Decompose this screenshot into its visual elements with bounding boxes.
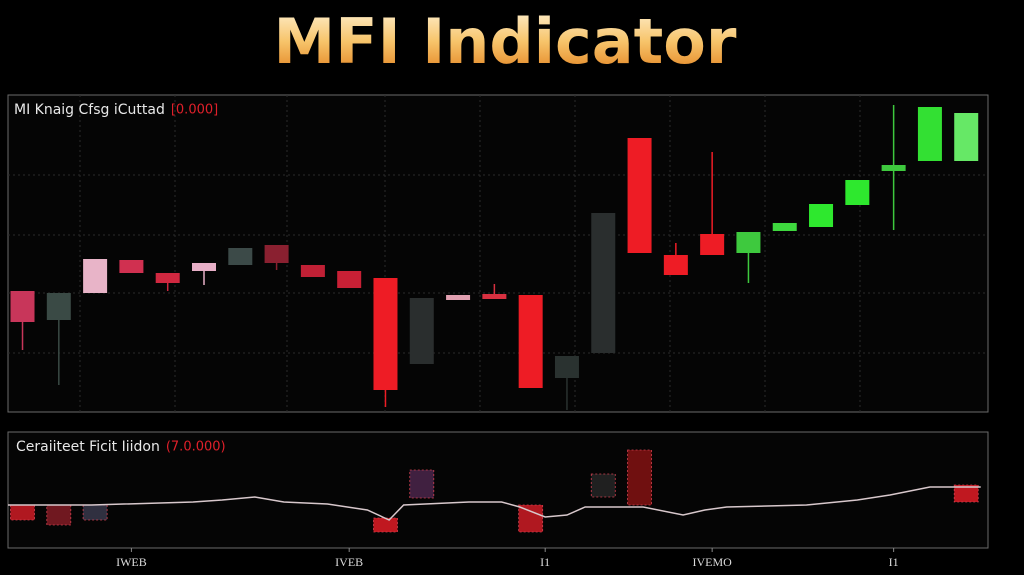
mfi-bar: [373, 517, 398, 533]
candle-body: [228, 248, 253, 265]
mfi-bar: [627, 449, 652, 506]
mfi-bar: [953, 484, 979, 503]
candle-body: [627, 138, 652, 253]
mfi-bar: [518, 504, 544, 533]
x-tick-label: IWEB: [116, 555, 147, 569]
panel-value: [0.000]: [171, 103, 218, 118]
candle-body: [554, 356, 579, 378]
candle-body: [954, 113, 979, 161]
candle-body: [518, 295, 543, 388]
x-tick-label: IVEMO: [692, 555, 732, 569]
mfi-bar: [590, 473, 616, 498]
candle-body: [591, 213, 616, 353]
mfi-line: [8, 486, 981, 521]
panel-label: Ceraiiteet Ficit Iiidon: [16, 439, 160, 455]
mfi-bar: [46, 504, 72, 526]
candle-body: [663, 255, 688, 275]
candle-body: [772, 223, 797, 231]
candle-body: [409, 298, 434, 364]
price-panel: [7, 94, 989, 413]
candle-body: [700, 234, 725, 255]
candle-body: [337, 271, 362, 288]
chart-title: MFI Indicator: [274, 5, 737, 78]
panel-label: MI Knaig Cfsg iCuttad: [14, 102, 165, 118]
mfi-bar: [82, 504, 108, 521]
candle-body: [300, 265, 325, 277]
candle-body: [482, 294, 507, 299]
candle-body: [446, 295, 471, 300]
candle-body: [845, 180, 870, 205]
candle-body: [83, 259, 108, 293]
grid: [8, 95, 988, 412]
candle-body: [373, 278, 398, 390]
candle-body: [192, 263, 216, 271]
mfi-panel: [7, 431, 989, 549]
candle-body: [809, 204, 834, 227]
mfi-bar: [409, 469, 435, 499]
x-tick-label: I1: [540, 555, 550, 569]
x-tick-label: IVEB: [335, 555, 363, 569]
candle-body: [119, 260, 144, 273]
x-tick-label: I1: [889, 555, 899, 569]
candle-body: [155, 273, 180, 283]
mfi-bar: [10, 504, 35, 521]
candle-body: [10, 291, 35, 322]
panel-value: (7.0.000): [166, 440, 226, 455]
candle-body: [736, 232, 761, 253]
candle-body: [917, 107, 942, 161]
candle-body: [46, 293, 71, 320]
candle-body: [264, 245, 289, 263]
candle-body: [881, 165, 906, 171]
